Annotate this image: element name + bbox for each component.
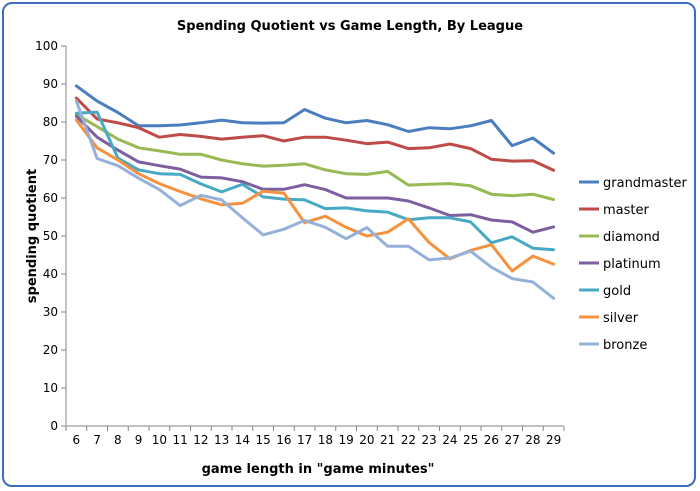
y-axis-label: spending quotient [25,169,40,303]
y-tick-label: 10 [43,381,58,395]
x-tick-label: 18 [318,433,333,447]
legend-label-silver: silver [603,311,639,326]
y-tick-label: 90 [43,77,58,91]
x-tick-label: 26 [484,433,499,447]
x-tick-label: 8 [114,433,122,447]
series-line-silver [74,118,556,273]
x-tick-label: 21 [380,433,395,447]
plot-lines [74,84,556,300]
series-line-master [74,96,556,172]
x-tick-label: 28 [525,433,540,447]
x-tick-label: 6 [73,433,81,447]
x-tick-label: 24 [442,433,457,447]
x-axis-label: game length in "game minutes" [202,462,435,477]
x-tick-label: 10 [152,433,167,447]
series-line-grandmaster [74,84,556,155]
series-line-diamond [74,112,556,201]
legend-label-bronze: bronze [603,338,647,353]
y-tick-label: 20 [43,343,58,357]
legend-label-master: master [603,203,649,218]
series-line-platinum [74,114,556,234]
legend-label-gold: gold [603,284,631,299]
chart-frame [2,2,696,487]
x-tick-label: 9 [135,433,143,447]
x-tick-label: 13 [214,433,229,447]
y-tick-label: 100 [35,39,58,53]
series-line-gold [74,110,556,252]
x-tick-label: 16 [276,433,291,447]
legend: grandmaster master diamond platinum gold silv… [579,176,688,353]
x-tick-label: 17 [297,433,312,447]
legend-label-grandmaster: grandmaster [603,176,688,191]
y-tick-label: 70 [43,153,58,167]
legend-label-platinum: platinum [603,257,661,272]
y-tick-label: 30 [43,305,58,319]
y-tick-label: 0 [50,419,58,433]
y-tick-label: 80 [43,115,58,129]
x-tick-label: 23 [421,433,436,447]
x-tick-label: 25 [463,433,478,447]
y-tick-label: 40 [43,267,58,281]
y-tick-label: 60 [43,191,58,205]
x-tick-label: 15 [255,433,270,447]
y-tick-label: 50 [43,229,58,243]
x-tick-label: 14 [235,433,250,447]
x-tick-label: 27 [504,433,519,447]
x-tick-label: 11 [172,433,187,447]
x-tick-label: 19 [338,433,353,447]
x-tick-label: 7 [93,433,101,447]
chart-title: Spending Quotient vs Game Length, By Lea… [177,19,523,34]
x-tick-label: 22 [401,433,416,447]
x-tick-label: 29 [546,433,561,447]
x-tick-label: 20 [359,433,374,447]
series-line-bronze [74,99,556,300]
axes: 0 10 20 30 40 50 60 70 80 90 100 6 7 8 9 10 11 12 13 14 15 16… [35,39,565,447]
x-tick-label: 12 [193,433,208,447]
legend-label-diamond: diamond [603,230,660,245]
